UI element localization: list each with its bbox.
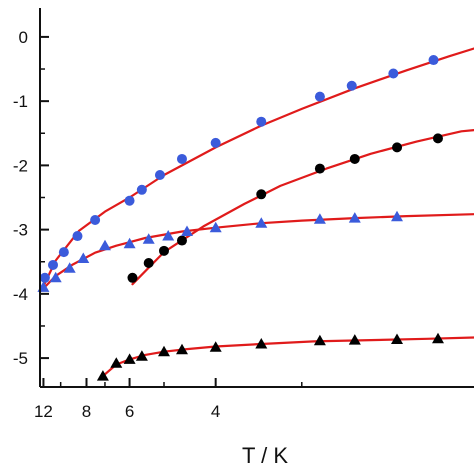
y-tick-label: -3 <box>13 221 28 240</box>
data-point <box>135 350 148 361</box>
data-point <box>158 345 170 357</box>
x-tick-label: 6 <box>125 402 134 421</box>
y-tick-label: -4 <box>13 285 28 304</box>
fit-curve-2 <box>131 129 474 286</box>
data-point <box>48 259 59 270</box>
data-point <box>349 153 360 164</box>
data-point <box>110 357 123 368</box>
data-point <box>256 116 267 127</box>
y-tick-label: -1 <box>13 92 28 111</box>
y-tick-label: 0 <box>19 28 28 47</box>
data-point <box>90 214 101 225</box>
data-point <box>391 333 403 344</box>
data-point <box>176 153 187 164</box>
data-point <box>143 258 154 269</box>
y-tick-label: -2 <box>13 156 28 175</box>
data-point <box>96 370 109 381</box>
fit-curve-4 <box>101 336 474 378</box>
data-point <box>181 225 193 236</box>
data-point <box>348 212 361 223</box>
data-point <box>154 170 165 181</box>
data-point <box>392 142 403 153</box>
data-point <box>346 80 357 91</box>
data-point <box>176 235 187 246</box>
data-point <box>432 133 443 144</box>
data-markers <box>37 55 444 381</box>
fit-curve-1 <box>40 47 474 292</box>
data-point <box>388 68 399 79</box>
data-point <box>348 334 361 345</box>
x-tick-label: 4 <box>211 402 220 421</box>
data-point <box>63 262 76 273</box>
data-point <box>210 137 221 148</box>
data-point <box>209 341 222 352</box>
data-point <box>162 230 175 241</box>
data-point <box>432 332 444 344</box>
data-point <box>255 217 268 228</box>
y-tick-label: -5 <box>13 349 28 368</box>
data-point <box>127 272 138 283</box>
data-point <box>123 237 136 249</box>
y-axis-ticks: 0 -1 -2 -3 -4 -5 <box>13 28 49 368</box>
data-point <box>99 239 111 251</box>
data-point <box>209 221 222 233</box>
x-tick-label: 8 <box>82 402 91 421</box>
data-point <box>123 353 136 364</box>
data-point <box>314 91 325 102</box>
x-axis-title: T / K <box>242 443 288 468</box>
fit-curves <box>40 47 474 378</box>
data-point <box>77 252 90 263</box>
data-point <box>428 55 439 66</box>
data-point <box>256 189 267 200</box>
data-point <box>255 338 268 349</box>
data-point <box>49 271 62 283</box>
data-point <box>72 231 83 242</box>
x-axis-ticks: 12 8 6 4 <box>34 378 303 421</box>
data-point <box>124 195 135 206</box>
data-point <box>58 247 69 258</box>
data-point <box>176 343 188 355</box>
data-point <box>313 213 326 224</box>
data-point <box>142 233 155 244</box>
data-point <box>39 272 50 283</box>
data-point <box>391 210 403 222</box>
data-point <box>314 163 325 174</box>
data-point <box>313 334 326 346</box>
data-point <box>159 245 169 256</box>
x-tick-label: 12 <box>34 402 53 421</box>
data-point <box>136 184 147 195</box>
